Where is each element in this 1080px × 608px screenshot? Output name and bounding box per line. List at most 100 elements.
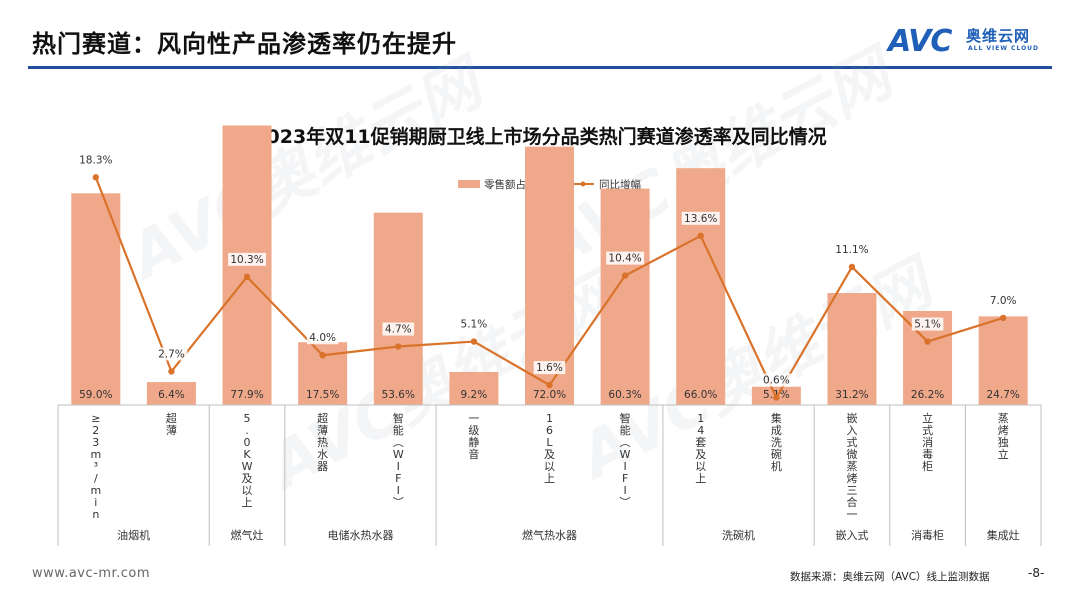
line-value-label: 10.3% [228,252,267,266]
line-point [999,314,1007,322]
line-value-text: 2.7% [158,348,185,360]
line-value-label: 5.1% [458,317,490,331]
group-label: 洗碗机 [722,528,755,542]
line-value-text: 11.1% [835,244,868,256]
legend-line-marker [580,181,586,187]
logo-en-text: ALL VIEW CLOUD [968,45,1040,52]
category-tick-label: 超薄热水器 [317,411,328,473]
category-tick-label: 智能︵ W I F I ︶ [620,411,631,509]
header-divider [28,66,1052,69]
bar-value-label: 26.2% [911,389,944,401]
line-label-bg [155,347,188,361]
line-label-bg [458,317,490,331]
line-value-label: 7.0% [987,293,1019,307]
line-point [546,381,553,389]
category-tick-label: 超薄 [166,411,177,437]
line-label-bg [228,252,267,266]
line-value-text: 0.6% [763,375,790,387]
legend-label: 零售额占比 [484,178,537,191]
line-label-bg [306,331,339,345]
bar [978,316,1028,405]
bar [449,371,499,405]
category-tick-label: 5. 0 K W 及以上 [242,412,253,509]
line-value-label: 18.3% [76,153,115,167]
logo-letters: AVC [888,24,952,59]
logo-cn-text: 奥维云网 [966,27,1031,45]
line-label-bg [533,361,566,375]
combo-chart: 零售额占比 同比增幅 59.0% 6.4% 77.9% 17.5% 53.6% 9.2% 72.… [57,125,1042,546]
bar-value-label: 59.0% [79,389,112,401]
bar-value-label: 53.6% [382,389,415,401]
line-value-text: 5.1% [461,319,488,331]
line-value-label: 11.1% [832,242,871,256]
line-point [319,352,326,359]
line-value-label: 0.6% [760,373,793,387]
category-tick-label: ≥2 3 m ³ / m i n [90,412,101,521]
line-value-label: 5.1% [911,317,944,331]
bar-value-label: 72.0% [533,389,566,401]
group-label: 电储水热水器 [327,528,393,542]
bar [827,293,877,405]
line-label-bg [382,322,415,336]
bar-value-label: 24.7% [987,389,1020,401]
line-point [395,343,402,350]
line-value-text: 10.3% [230,254,263,266]
line-point [924,338,931,345]
group-label: 消毒柜 [911,528,944,542]
bar [146,382,196,405]
category-tick-label: 一级静音 [468,412,479,461]
bar [600,188,650,405]
group-label: 集成灶 [987,528,1020,542]
line-point [848,263,856,271]
chart-legend: 零售额占比 同比增幅 [458,178,641,191]
bar-value-label: 66.0% [684,389,717,401]
legend-label: 同比增幅 [599,178,641,191]
category-tick-label: 智能︵ W I F I ︶ [393,411,404,509]
category-tick-label: 蒸烤独立 [998,412,1009,461]
bar [71,193,121,405]
line-value-label: 4.0% [306,331,339,345]
avc-logo: AVC 奥维云网 ALL VIEW CLOUD [888,24,1058,60]
line-label-bg [681,211,720,225]
line-point [168,368,175,375]
category-tick-label: 立式消毒柜 [922,411,933,473]
bar-value-label: 9.2% [461,389,488,401]
bar [676,168,726,405]
data-source-note: 数据来源：奥维云网（AVC）线上监测数据 [790,571,990,583]
line-point [92,174,100,181]
line-label-bg [911,317,944,331]
chart-title: 2023年双11促销期厨卫线上市场分品类热门赛道渗透率及同比情况 [253,126,827,148]
category-tick-label: 1 6 L 及以上 [544,412,555,485]
line-point [470,338,478,345]
line-value-text: 10.4% [608,253,641,265]
page-number: -8- [1028,566,1045,580]
line-value-label: 1.6% [533,361,566,375]
bar [373,212,423,405]
line-label-bg [987,293,1019,307]
category-tick-label: 集成洗碗机 [771,411,782,473]
line-point [243,273,251,281]
line-value-text: 5.1% [914,319,941,331]
group-label: 燃气热水器 [522,528,577,542]
line-value-label: 2.7% [155,347,188,361]
bar-value-label: 31.2% [835,389,868,401]
line-point [621,272,629,279]
line-point [773,394,780,401]
group-label: 嵌入式 [835,529,868,542]
line-value-label: 4.7% [382,322,415,336]
line-label-bg [832,242,871,256]
line-label-bg [76,153,115,167]
footer-url[interactable]: www.avc-mr.com [32,566,151,581]
category-tick-label: 嵌入式微蒸烤三合一 [846,412,857,521]
line-value-text: 4.7% [385,324,412,336]
legend-bar-swatch [458,180,480,188]
line-point [697,232,704,240]
line-value-label: 13.6% [681,211,720,225]
line-value-text: 7.0% [990,295,1017,307]
bar-value-label: 60.3% [608,389,641,401]
bar-value-label: 17.5% [306,389,339,401]
group-label: 油烟机 [117,528,150,542]
line-value-label: 10.4% [606,251,645,265]
line-value-text: 4.0% [309,332,336,344]
bar-value-label: 77.9% [230,389,263,401]
